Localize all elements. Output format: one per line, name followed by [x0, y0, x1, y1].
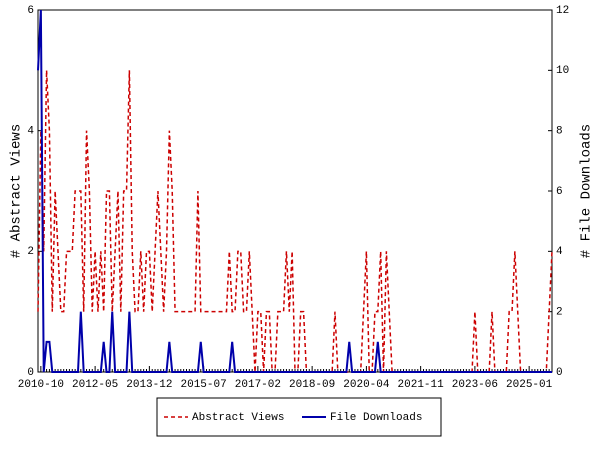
x-tick-label: 2020-04 — [343, 379, 390, 391]
y2-tick-label: 12 — [556, 5, 569, 17]
y-tick-label: 6 — [27, 5, 34, 17]
x-tick-label: 2015-07 — [181, 379, 227, 391]
legend-box — [156, 397, 442, 437]
x-tick-label: 2021-11 — [398, 379, 445, 391]
y2-tick-label: 8 — [556, 126, 563, 138]
y2-tick-label: 0 — [556, 367, 563, 379]
y-tick-label: 4 — [27, 126, 34, 138]
legend-label: Abstract Views — [192, 412, 284, 424]
x-tick-label: 2023-06 — [452, 379, 498, 391]
x-tick-label: 2018-09 — [289, 379, 335, 391]
y2-tick-label: 10 — [556, 65, 569, 77]
x-tick-label: 2012-05 — [72, 379, 118, 391]
x-tick-label: 2025-01 — [506, 379, 553, 391]
y-tick-label: 0 — [27, 367, 34, 379]
y2-axis-title: # File Downloads — [579, 124, 595, 258]
y2-tick-label: 2 — [556, 307, 563, 319]
y-axis-title: # Abstract Views — [9, 124, 25, 258]
x-tick-label: 2013-12 — [126, 379, 172, 391]
y-tick-label: 2 — [27, 246, 34, 258]
x-tick-label: 2017-02 — [235, 379, 281, 391]
legend-label: File Downloads — [330, 412, 422, 424]
series-line — [37, 70, 553, 373]
series-line — [37, 9, 552, 373]
x-tick-label: 2010-10 — [18, 379, 64, 391]
y2-tick-label: 6 — [556, 186, 563, 198]
y2-tick-label: 4 — [556, 246, 563, 258]
